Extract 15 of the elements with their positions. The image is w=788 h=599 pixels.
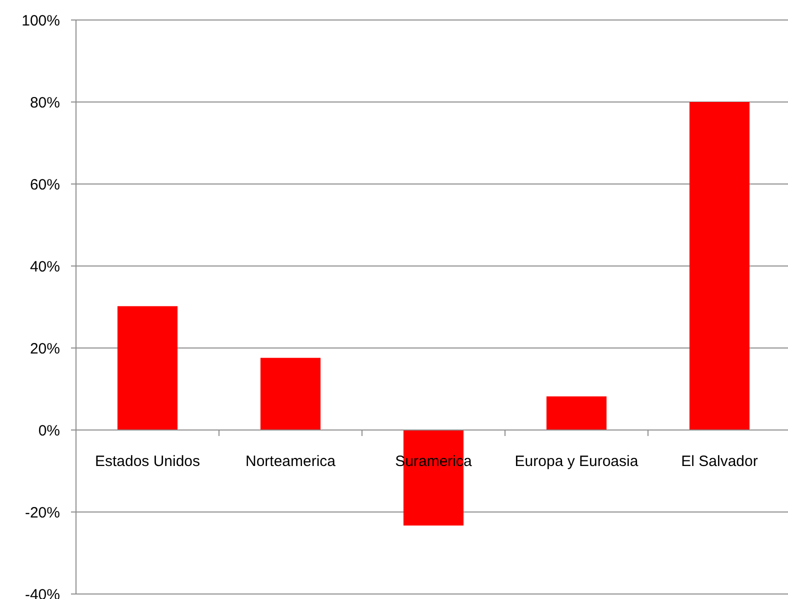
y-tick-label: 80%: [30, 94, 60, 112]
y-tick-label: 20%: [30, 340, 60, 358]
x-tick-label: Norteamerica: [245, 453, 336, 470]
x-tick-label: El Salvador: [681, 453, 758, 470]
x-tick-label: Europa y Euroasia: [514, 453, 639, 470]
y-tick-label: -20%: [24, 504, 60, 522]
bar: [260, 358, 321, 430]
y-tick-label: 100%: [22, 12, 60, 30]
bar: [546, 396, 607, 430]
y-tick-label: 40%: [30, 258, 60, 276]
y-tick-label: 60%: [30, 176, 60, 194]
bar: [117, 306, 178, 430]
x-tick-label: Estados Unidos: [94, 453, 200, 470]
bar: [689, 102, 750, 430]
y-tick-label: 0%: [38, 422, 60, 440]
